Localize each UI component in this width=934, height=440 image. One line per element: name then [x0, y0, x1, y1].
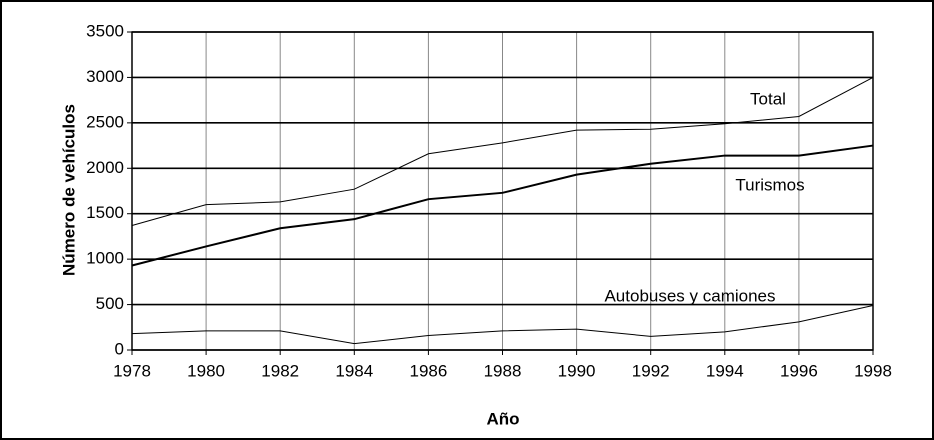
y-axis-label: Número de vehículos [59, 104, 78, 276]
y-tick-label: 3500 [86, 21, 124, 40]
series-line [131, 76, 874, 227]
x-tick-label: 1980 [187, 361, 225, 380]
x-tick-label: 1990 [558, 361, 596, 380]
x-axis-label: Año [486, 409, 519, 428]
y-tick-label: 3000 [86, 67, 124, 86]
y-tick-label: 1500 [86, 203, 124, 222]
x-tick-label: 1982 [261, 361, 299, 380]
x-tick-label: 1984 [335, 361, 373, 380]
x-tick-label: 1986 [409, 361, 447, 380]
series-label: Autobuses y camiones [604, 286, 775, 305]
x-tick-label: 1992 [632, 361, 670, 380]
series-label: Total [750, 89, 786, 108]
y-tick-label: 500 [96, 294, 124, 313]
series-line [131, 144, 874, 267]
x-tick-label: 1996 [780, 361, 818, 380]
y-tick-label: 2500 [86, 112, 124, 131]
plot-frame [131, 31, 874, 351]
x-tick-label: 1988 [484, 361, 522, 380]
x-tick-label: 1978 [113, 361, 151, 380]
series-line [131, 304, 874, 345]
x-tick-label: 1998 [854, 361, 892, 380]
y-tick-label: 1000 [86, 249, 124, 268]
x-tick-label: 1994 [706, 361, 744, 380]
series-label: Turismos [735, 175, 804, 194]
y-tick-label: 2000 [86, 158, 124, 177]
y-tick-label: 0 [115, 339, 124, 358]
